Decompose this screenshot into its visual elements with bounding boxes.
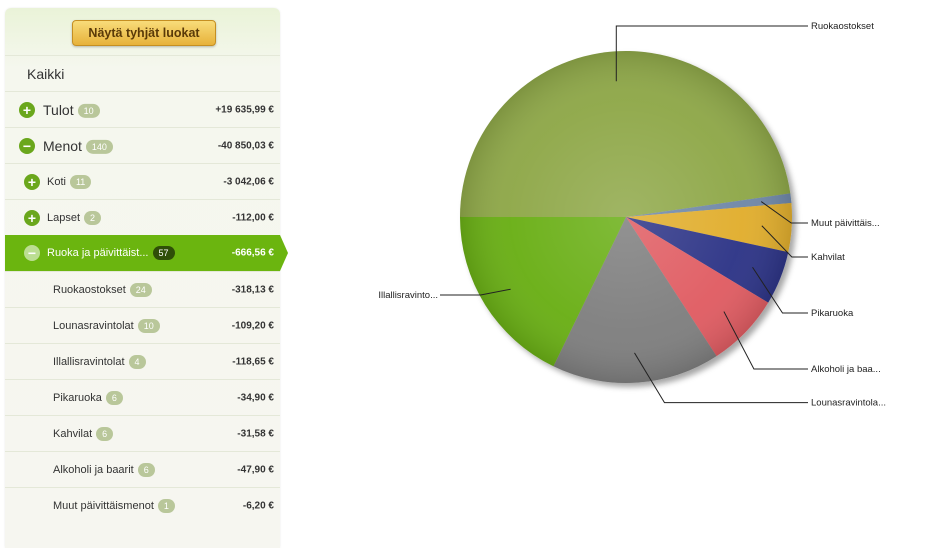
count-badge: 11 [69,174,92,189]
category-amount: -109,20 € [231,320,274,331]
category-name: Muut päivittäismenot [53,499,154,512]
slice-label: Muut päivittäis... [811,218,880,229]
category-label: Ruokaostokset 24 [53,282,152,297]
category-name: Tulot [43,101,74,118]
collapse-icon[interactable]: − [24,245,40,261]
callout-line [761,225,808,258]
callout-line [752,266,808,314]
category-row-lapset[interactable]: + Lapset 2 -112,00 € [5,199,280,235]
category-amount: -40 850,03 € [217,140,274,151]
slice-label: Illallisravinto... [378,290,438,301]
category-label: Tulot 10 [43,101,100,118]
callout-line [440,288,511,296]
category-amount: -31,58 € [237,428,274,439]
category-row-pikaruoka[interactable]: Pikaruoka 6 -34,90 € [5,379,280,415]
category-name: Menot [43,137,82,154]
slice-label: Ruokaostokset [811,21,874,32]
category-amount: -318,13 € [231,284,274,295]
category-row-tulot[interactable]: + Tulot 10 +19 635,99 € [5,91,280,127]
category-label: Koti 11 [47,174,92,189]
slice-label: Lounasravintola... [811,398,886,409]
category-name: Ruoka ja päivittäist... [47,246,149,259]
category-amount: -666,56 € [231,247,274,259]
pie-slice[interactable] [460,50,791,217]
category-sidebar: Näytä tyhjät luokat Kaikki + Tulot 10 +19 6… [5,8,288,548]
expense-pie-chart: Ruokaostokset Muut päivittäis... Kahvilat P… [378,21,886,409]
category-label: Lapset 2 [47,210,102,225]
category-row-ruokaostokset[interactable]: Ruokaostokset 24 -318,13 € [5,271,280,307]
count-badge: 57 [152,246,175,260]
category-amount: -6,20 € [242,500,274,511]
category-name: Alkoholi ja baarit [53,463,134,476]
count-badge: 140 [85,139,113,154]
expand-icon[interactable]: + [19,101,35,118]
count-badge: 2 [84,210,102,225]
expand-icon[interactable]: + [24,209,40,226]
category-name: Pikaruoka [53,391,102,404]
category-all-label: Kaikki [27,65,65,82]
category-row-muut-päivittäismenot[interactable]: Muut päivittäismenot 1 -6,20 € [5,487,280,523]
category-label: Illallisravintolat 4 [53,354,146,369]
category-row-ruoka-ja-päivittäist[interactable]: − Ruoka ja päivittäist... 57 -666,56 € [5,235,288,271]
callout-line [615,25,808,82]
category-row-kahvilat[interactable]: Kahvilat 6 -31,58 € [5,415,280,451]
category-label: Muut päivittäismenot 1 [53,498,175,513]
callout-line [634,352,808,404]
count-badge: 24 [129,282,152,297]
category-amount: -112,00 € [232,212,274,223]
category-amount: -3 042,06 € [223,176,274,187]
category-amount: -47,90 € [237,464,274,475]
expand-icon[interactable]: + [24,173,40,190]
category-label: Pikaruoka 6 [53,390,123,405]
callout-line [760,201,808,224]
show-empty-categories-button[interactable]: Näytä tyhjät luokat [72,20,216,46]
category-label: Lounasravintolat 10 [53,318,160,333]
category-row-koti[interactable]: + Koti 11 -3 042,06 € [5,163,280,199]
count-badge: 10 [137,318,160,333]
category-name: Kahvilat [53,427,93,440]
category-label: Alkoholi ja baarit 6 [53,462,155,477]
category-row-menot[interactable]: − Menot 140 -40 850,03 € [5,127,280,163]
category-row-alkoholi-ja-baarit[interactable]: Alkoholi ja baarit 6 -47,90 € [5,451,280,487]
category-row-lounasravintolat[interactable]: Lounasravintolat 10 -109,20 € [5,307,280,343]
count-badge: 4 [128,354,146,369]
category-row-illallisravintolat[interactable]: Illallisravintolat 4 -118,65 € [5,343,280,379]
slice-label: Alkoholi ja baa... [811,364,881,375]
count-badge: 1 [157,498,175,513]
category-amount: -118,65 € [232,356,274,367]
category-all[interactable]: Kaikki [5,55,280,91]
count-badge: 10 [77,103,100,118]
category-name: Illallisravintolat [53,355,125,368]
slice-label: Kahvilat [811,252,845,263]
slice-label: Pikaruoka [811,308,854,319]
category-name: Lapset [47,211,81,224]
category-name: Ruokaostokset [53,283,126,296]
category-label: Ruoka ja päivittäist... 57 [47,246,175,260]
count-badge: 6 [96,426,114,441]
category-label: Menot 140 [43,137,113,154]
category-amount: -34,90 € [237,392,274,403]
count-badge: 6 [137,462,155,477]
category-name: Koti [47,175,66,188]
category-amount: +19 635,99 € [215,104,274,115]
count-badge: 6 [105,390,123,405]
callout-line [723,311,808,370]
category-name: Lounasravintolat [53,319,134,332]
collapse-icon[interactable]: − [19,137,35,154]
category-label: Kahvilat 6 [53,426,114,441]
